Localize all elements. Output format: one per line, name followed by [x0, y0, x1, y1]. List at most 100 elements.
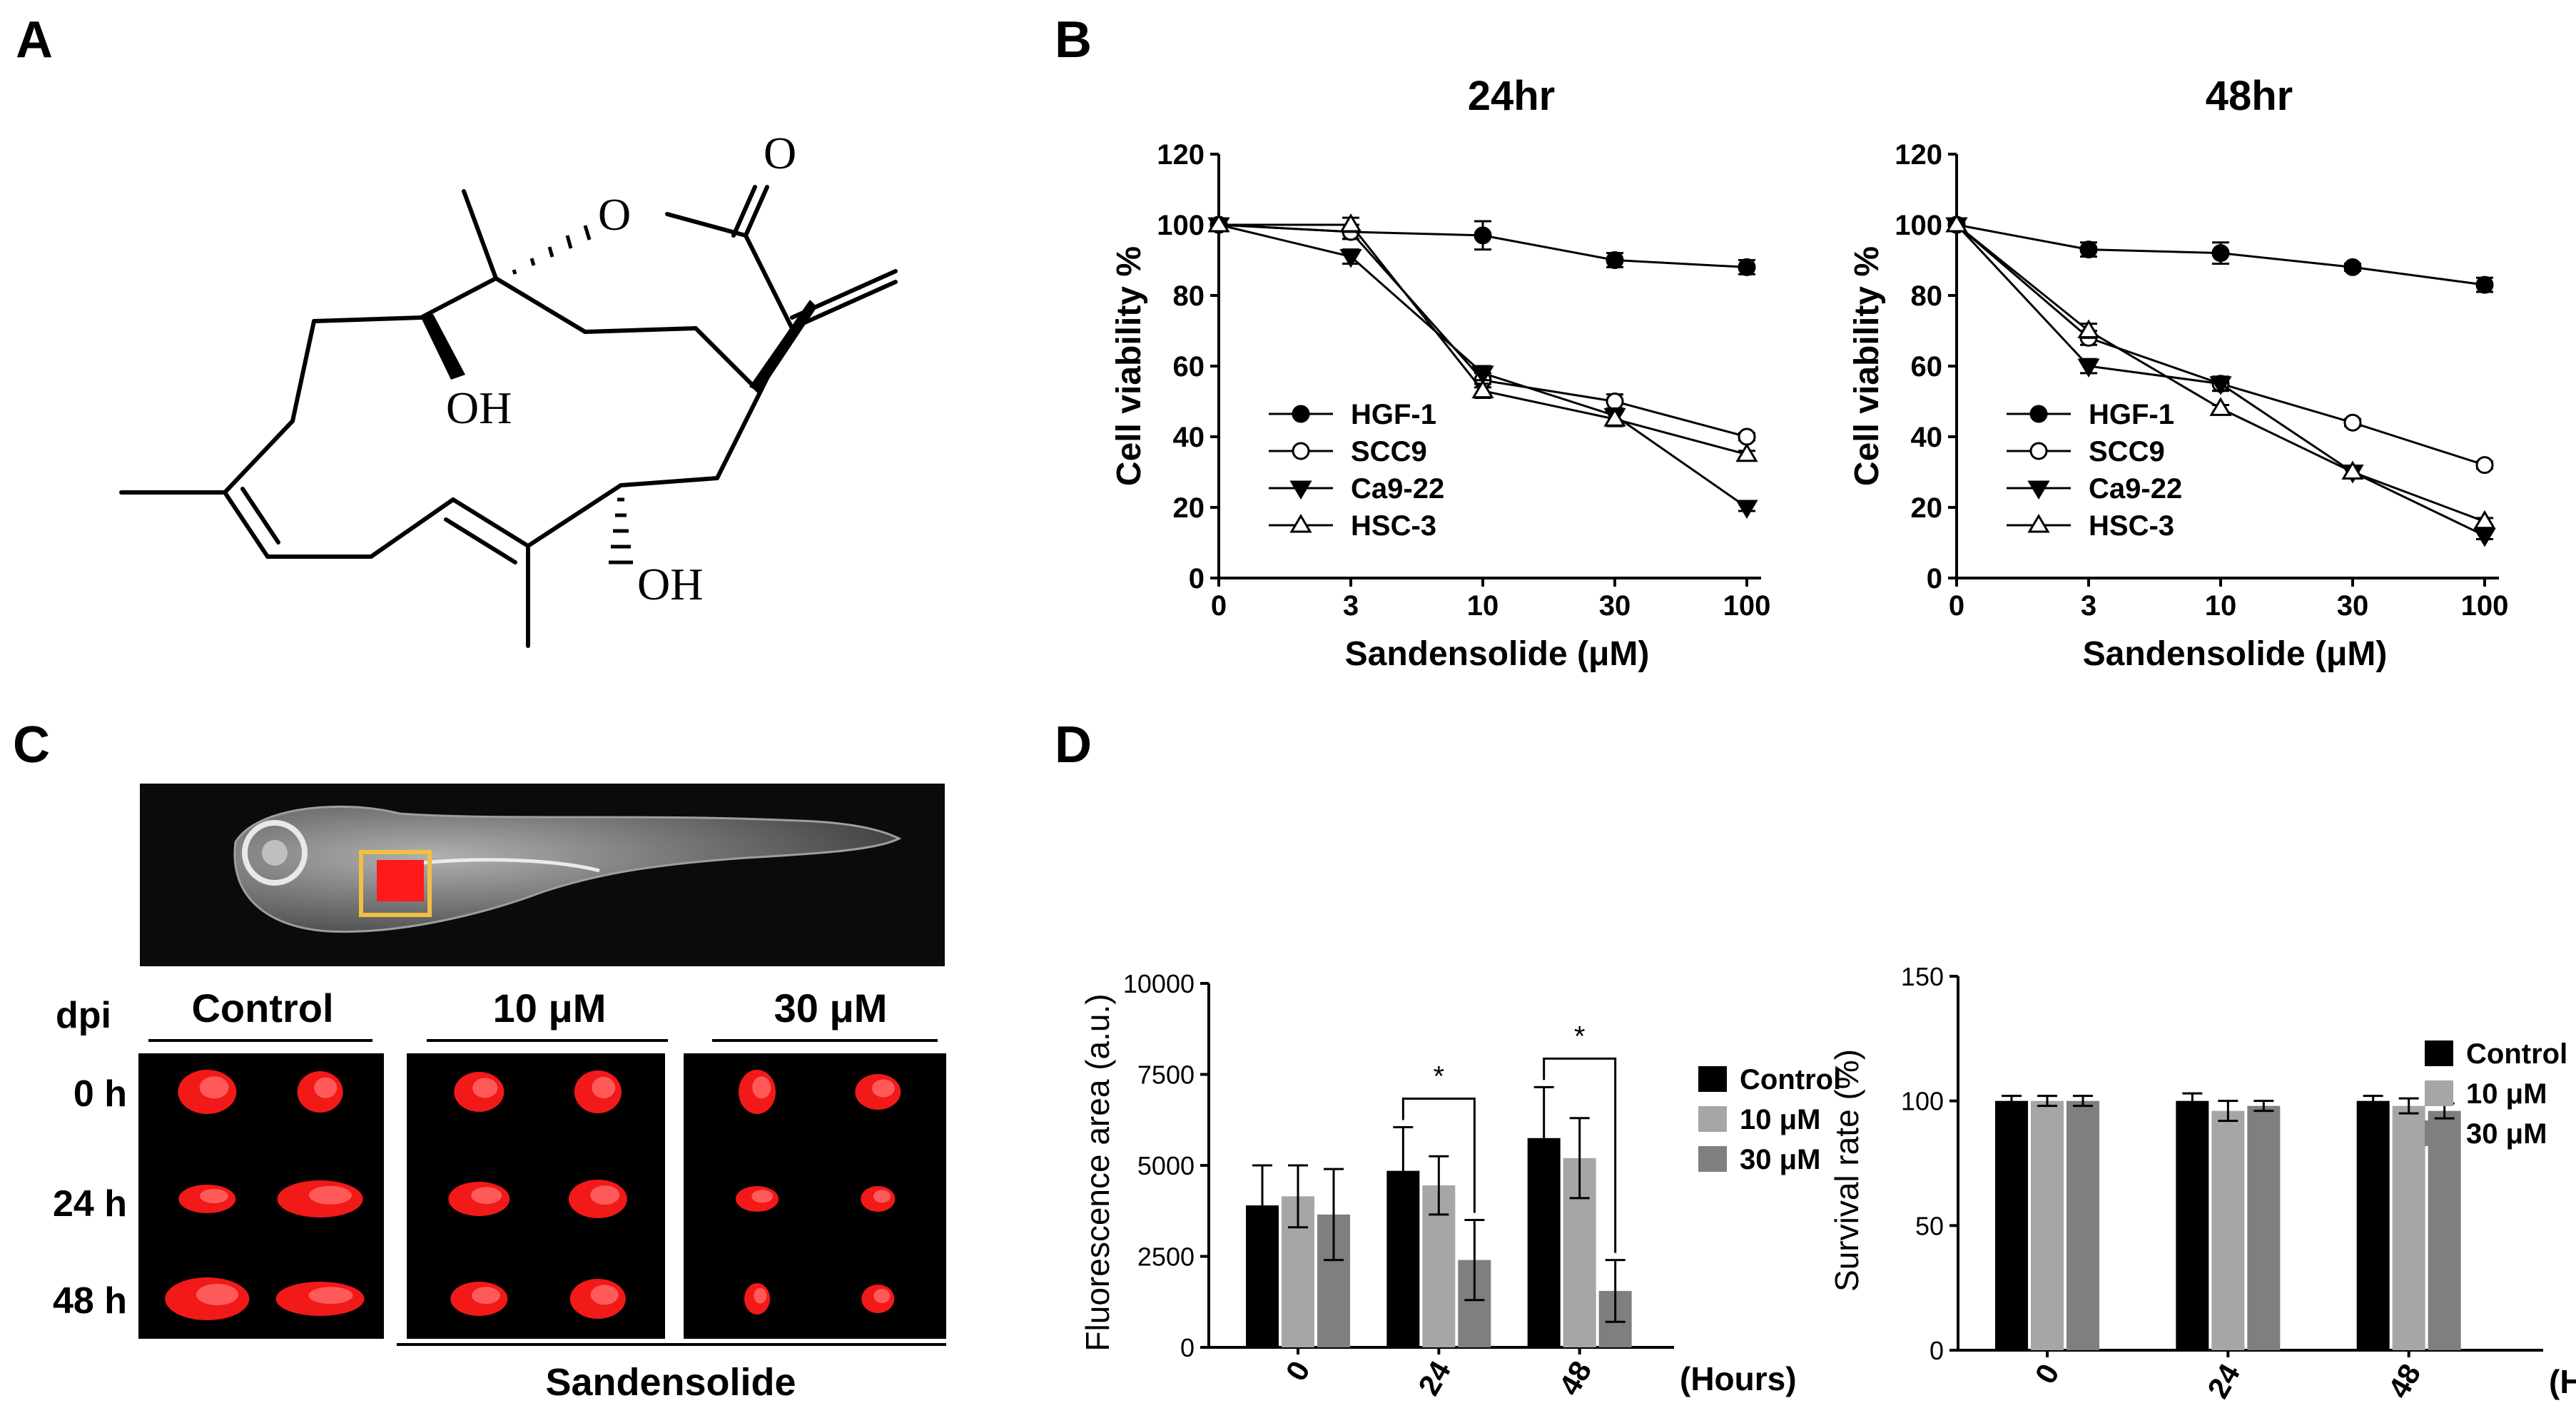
row-label-0h: 0 h [73, 1073, 127, 1115]
y-tick-label: 40 [1911, 422, 1943, 453]
data-point [2209, 397, 2232, 416]
y-tick-label: 60 [1911, 351, 1943, 383]
legend-marker [2027, 480, 2050, 500]
tumor-core [590, 1285, 619, 1305]
x-tick-label: 0 [2028, 1358, 2065, 1389]
legend-swatch [2425, 1120, 2453, 1146]
tumor-core [751, 1190, 774, 1203]
data-point [2209, 376, 2232, 395]
col-label-30um: 30 μM [774, 986, 888, 1030]
data-point [2343, 258, 2362, 276]
y-tick-label: 80 [1911, 280, 1943, 312]
chart-title: 24hr [1468, 73, 1556, 119]
y-tick-label: 60 [1173, 351, 1205, 383]
x-tick-label: 30 [2337, 590, 2369, 622]
y-tick-label: 0 [1189, 563, 1205, 594]
y-tick-label: 40 [1173, 422, 1205, 453]
x-tick-label: 24 [2201, 1357, 2246, 1404]
tumor-core [873, 1190, 891, 1203]
tumor-core [592, 1077, 616, 1098]
legend-label: 10 μM [1740, 1104, 1820, 1135]
row-label-24h: 24 h [53, 1183, 127, 1225]
y-tick-label: 20 [1173, 492, 1205, 524]
legend-label: HGF-1 [1351, 399, 1436, 430]
tumor-region [377, 860, 424, 901]
data-point [1339, 213, 1362, 233]
y-tick-label: 5000 [1137, 1151, 1195, 1180]
y-axis-label: Survival rate (%) [1828, 1049, 1865, 1292]
tumor-core [471, 1287, 500, 1305]
legend-label: Ca9-22 [2089, 473, 2182, 505]
fluorescence-panel [684, 1053, 946, 1339]
data-point [1735, 500, 1758, 519]
y-tick-label: 100 [1157, 210, 1205, 241]
x-axis-label: (Hours) [2549, 1363, 2576, 1400]
legend-swatch [2425, 1080, 2453, 1106]
data-point [1603, 407, 1626, 427]
data-point [2473, 510, 2496, 530]
y-tick-label: 100 [1895, 210, 1942, 241]
bar [1995, 1100, 2028, 1350]
tumor-core [872, 1079, 895, 1098]
legend-swatch [1698, 1146, 1727, 1172]
y-tick-label: 100 [1901, 1087, 1944, 1116]
dash-wedge [512, 225, 592, 275]
y-axis-label: Fluorescence area (a.u.) [1079, 993, 1116, 1351]
bar [2392, 1105, 2425, 1350]
data-point [1606, 393, 1624, 410]
data-point [1945, 213, 1968, 233]
y-tick-label: 0 [1927, 563, 1942, 594]
tumor-core [308, 1287, 353, 1305]
y-tick-label: 50 [1915, 1211, 1944, 1240]
chart-survival-rate: 0 50 100 150 Survival rate (%) 0 24 48 (Hours) Co… [1828, 962, 2576, 1404]
tumor-core [873, 1289, 891, 1303]
col-label-10um: 10 μM [493, 986, 607, 1030]
x-axis-label: (Hours) [1680, 1360, 1797, 1397]
data-point [2475, 275, 2494, 294]
panel-letter-d: D [1055, 716, 1092, 774]
bar [2067, 1100, 2099, 1350]
x-tick-label: 0 [1949, 590, 1964, 622]
tumor-core [308, 1185, 352, 1205]
wedge-bond-methylene [749, 300, 817, 393]
data-point [2079, 240, 2098, 259]
x-tick-label: 10 [1467, 590, 1499, 622]
legend-label: 30 μM [1740, 1144, 1820, 1175]
bar [2247, 1105, 2281, 1350]
data-point [1735, 442, 1758, 462]
col-label-control: Control [191, 986, 333, 1030]
legend-swatch [1698, 1106, 1727, 1132]
dash-wedge-bottom [609, 497, 633, 564]
legend-label: Control [1740, 1064, 1841, 1095]
series-line-hsc-3 [1956, 223, 2485, 523]
wedge-bond-oh [421, 314, 465, 380]
hydroxyl-bottom: OH [637, 559, 703, 609]
x-axis-label: Sandensolide (μM) [2083, 635, 2388, 673]
tumor-core [199, 1189, 228, 1203]
y-tick-label: 80 [1173, 280, 1205, 312]
bar [2031, 1100, 2064, 1350]
data-point [1474, 226, 1492, 245]
panel-c: C dpi Control 10 μM 30 μM 0 [13, 716, 946, 1404]
legend-swatch [2425, 1040, 2453, 1066]
y-tick-label: 120 [1895, 139, 1942, 171]
legend-marker [2027, 514, 2050, 533]
series-line-scc9 [1218, 223, 1748, 438]
legend-marker [1289, 480, 1312, 500]
legend-marker [1292, 442, 1310, 460]
legend-label: Control [2466, 1038, 2567, 1070]
x-axis-label: Sandensolide (μM) [1345, 635, 1650, 673]
x-tick-label: 24 [1411, 1354, 1457, 1401]
legend-label: HSC-3 [1351, 510, 1436, 542]
legend-marker [2029, 405, 2048, 423]
legend-label: Ca9-22 [1351, 473, 1444, 505]
x-tick-label: 10 [2205, 590, 2237, 622]
tumor-core [199, 1076, 229, 1099]
data-point [2077, 358, 2100, 378]
x-tick-label: 100 [1723, 590, 1771, 622]
y-axis-label: Cell viability % [1848, 246, 1886, 486]
panel-a: A [16, 11, 898, 648]
data-point [1606, 251, 1624, 269]
legend-marker [2029, 442, 2048, 460]
